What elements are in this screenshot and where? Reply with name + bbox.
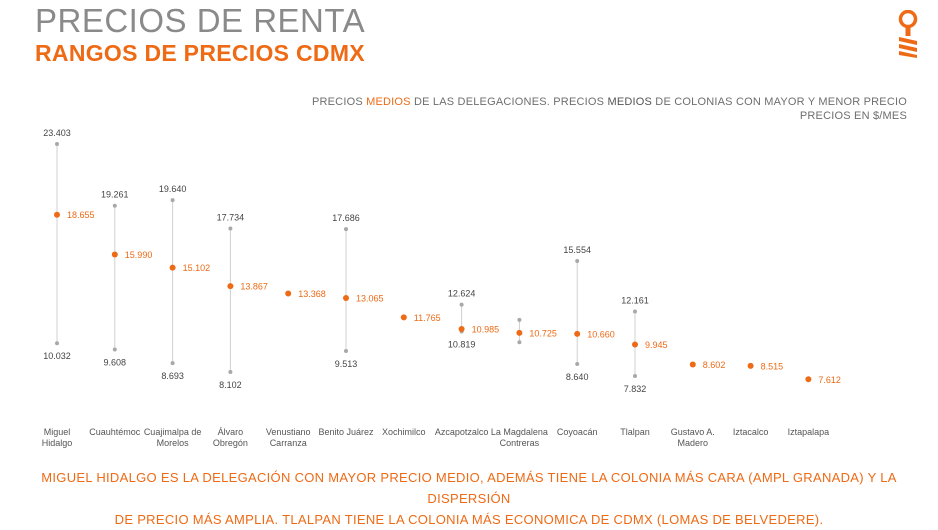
median-point: [516, 329, 523, 336]
min-label: 8.693: [161, 371, 184, 381]
footer-line1: MIGUEL HIDALGO ES LA DELEGACIÓN CON MAYO…: [41, 470, 897, 506]
category-label: La Magdalena: [491, 427, 548, 437]
key-pin-icon: [898, 10, 918, 58]
max-point: [112, 203, 117, 208]
category-label: Gustavo A.: [671, 427, 715, 437]
category-label: Cuajimalpa de: [144, 427, 202, 437]
median-point: [227, 283, 234, 290]
median-label: 13.065: [356, 294, 384, 304]
median-label: 13.867: [240, 282, 268, 292]
max-point: [55, 142, 59, 146]
category-label: Benito Juárez: [318, 427, 374, 437]
median-label: 10.660: [587, 329, 615, 339]
category-label: Iztacalco: [733, 427, 769, 437]
min-point: [112, 347, 117, 352]
max-label: 12.624: [448, 289, 476, 299]
category-label: Hidalgo: [42, 438, 73, 448]
category-label: Álvaro: [218, 427, 244, 437]
median-point: [343, 295, 349, 302]
category-label: Xochimilco: [382, 427, 426, 437]
category-label: Contreras: [500, 438, 540, 448]
max-label: 17.686: [332, 213, 360, 223]
median-point: [632, 341, 638, 348]
max-label: 17.734: [217, 212, 245, 222]
page-subtitle: RANGOS DE PRECIOS CDMX: [35, 40, 365, 66]
min-point: [575, 361, 580, 366]
category-label: Obregón: [213, 438, 248, 448]
max-label: 23.403: [43, 128, 71, 138]
max-label: 19.640: [159, 184, 187, 194]
max-point: [575, 258, 580, 263]
median-point: [111, 251, 118, 258]
min-label: 10.819: [448, 339, 476, 349]
max-point: [228, 226, 233, 231]
min-label: 9.608: [104, 358, 127, 368]
median-label: 11.765: [414, 313, 441, 323]
chart-note: PRECIOS MEDIOS DE LAS DELEGACIONES. PREC…: [312, 95, 907, 123]
median-label: 7.612: [818, 375, 841, 385]
category-label: Venustiano: [266, 427, 311, 437]
median-point: [689, 361, 696, 368]
min-label: 7.832: [624, 384, 647, 394]
category-label: Cuauhtémoc: [89, 427, 141, 437]
median-label: 18.655: [67, 210, 95, 220]
chart-note-line1: PRECIOS MEDIOS DE LAS DELEGACIONES. PREC…: [311, 96, 907, 108]
category-label: Miguel: [44, 427, 71, 437]
median-label: 9.945: [645, 340, 668, 350]
median-label: 15.102: [183, 263, 211, 273]
min-point: [517, 340, 522, 345]
median-label: 13.368: [298, 289, 326, 299]
min-point: [633, 374, 637, 378]
median-point: [805, 376, 812, 383]
min-label: 8.640: [566, 372, 589, 382]
footer-insight: MIGUEL HIDALGO ES LA DELEGACIÓN CON MAYO…: [0, 467, 938, 530]
chart-note-line2: PRECIOS EN $/MES: [799, 110, 907, 122]
median-label: 10.985: [472, 325, 500, 335]
category-label: Morelos: [157, 438, 190, 448]
page-title: PRECIOS DE RENTA: [35, 2, 366, 39]
median-label: 10.725: [529, 328, 557, 338]
max-point: [344, 227, 348, 232]
min-label: 10.032: [43, 351, 71, 361]
min-point: [170, 361, 175, 366]
max-point: [633, 309, 637, 314]
category-label: Iztapalapa: [788, 427, 830, 437]
median-point: [574, 330, 581, 337]
max-point: [517, 317, 522, 322]
median-point: [400, 314, 407, 321]
median-label: 8.515: [761, 361, 784, 371]
max-label: 15.554: [563, 245, 591, 255]
median-point: [54, 211, 60, 218]
min-label: 9.513: [335, 359, 358, 369]
min-label: 8.102: [219, 380, 242, 390]
category-label: Carranza: [270, 438, 307, 448]
max-point: [459, 302, 464, 307]
min-point: [55, 341, 59, 346]
median-point: [747, 362, 754, 369]
min-point: [344, 348, 348, 353]
category-label: Madero: [678, 438, 709, 448]
median-point: [285, 290, 292, 297]
max-point: [170, 198, 175, 203]
category-label: Azcapotzalco: [435, 427, 489, 437]
median-point: [458, 326, 465, 333]
max-label: 19.261: [101, 190, 129, 200]
category-label: Tlalpan: [620, 427, 650, 437]
category-label: Coyoacán: [557, 427, 598, 437]
median-label: 15.990: [125, 250, 153, 260]
min-point: [228, 369, 233, 374]
median-label: 8.602: [703, 360, 726, 370]
max-label: 12.161: [621, 296, 649, 306]
median-point: [169, 264, 176, 271]
